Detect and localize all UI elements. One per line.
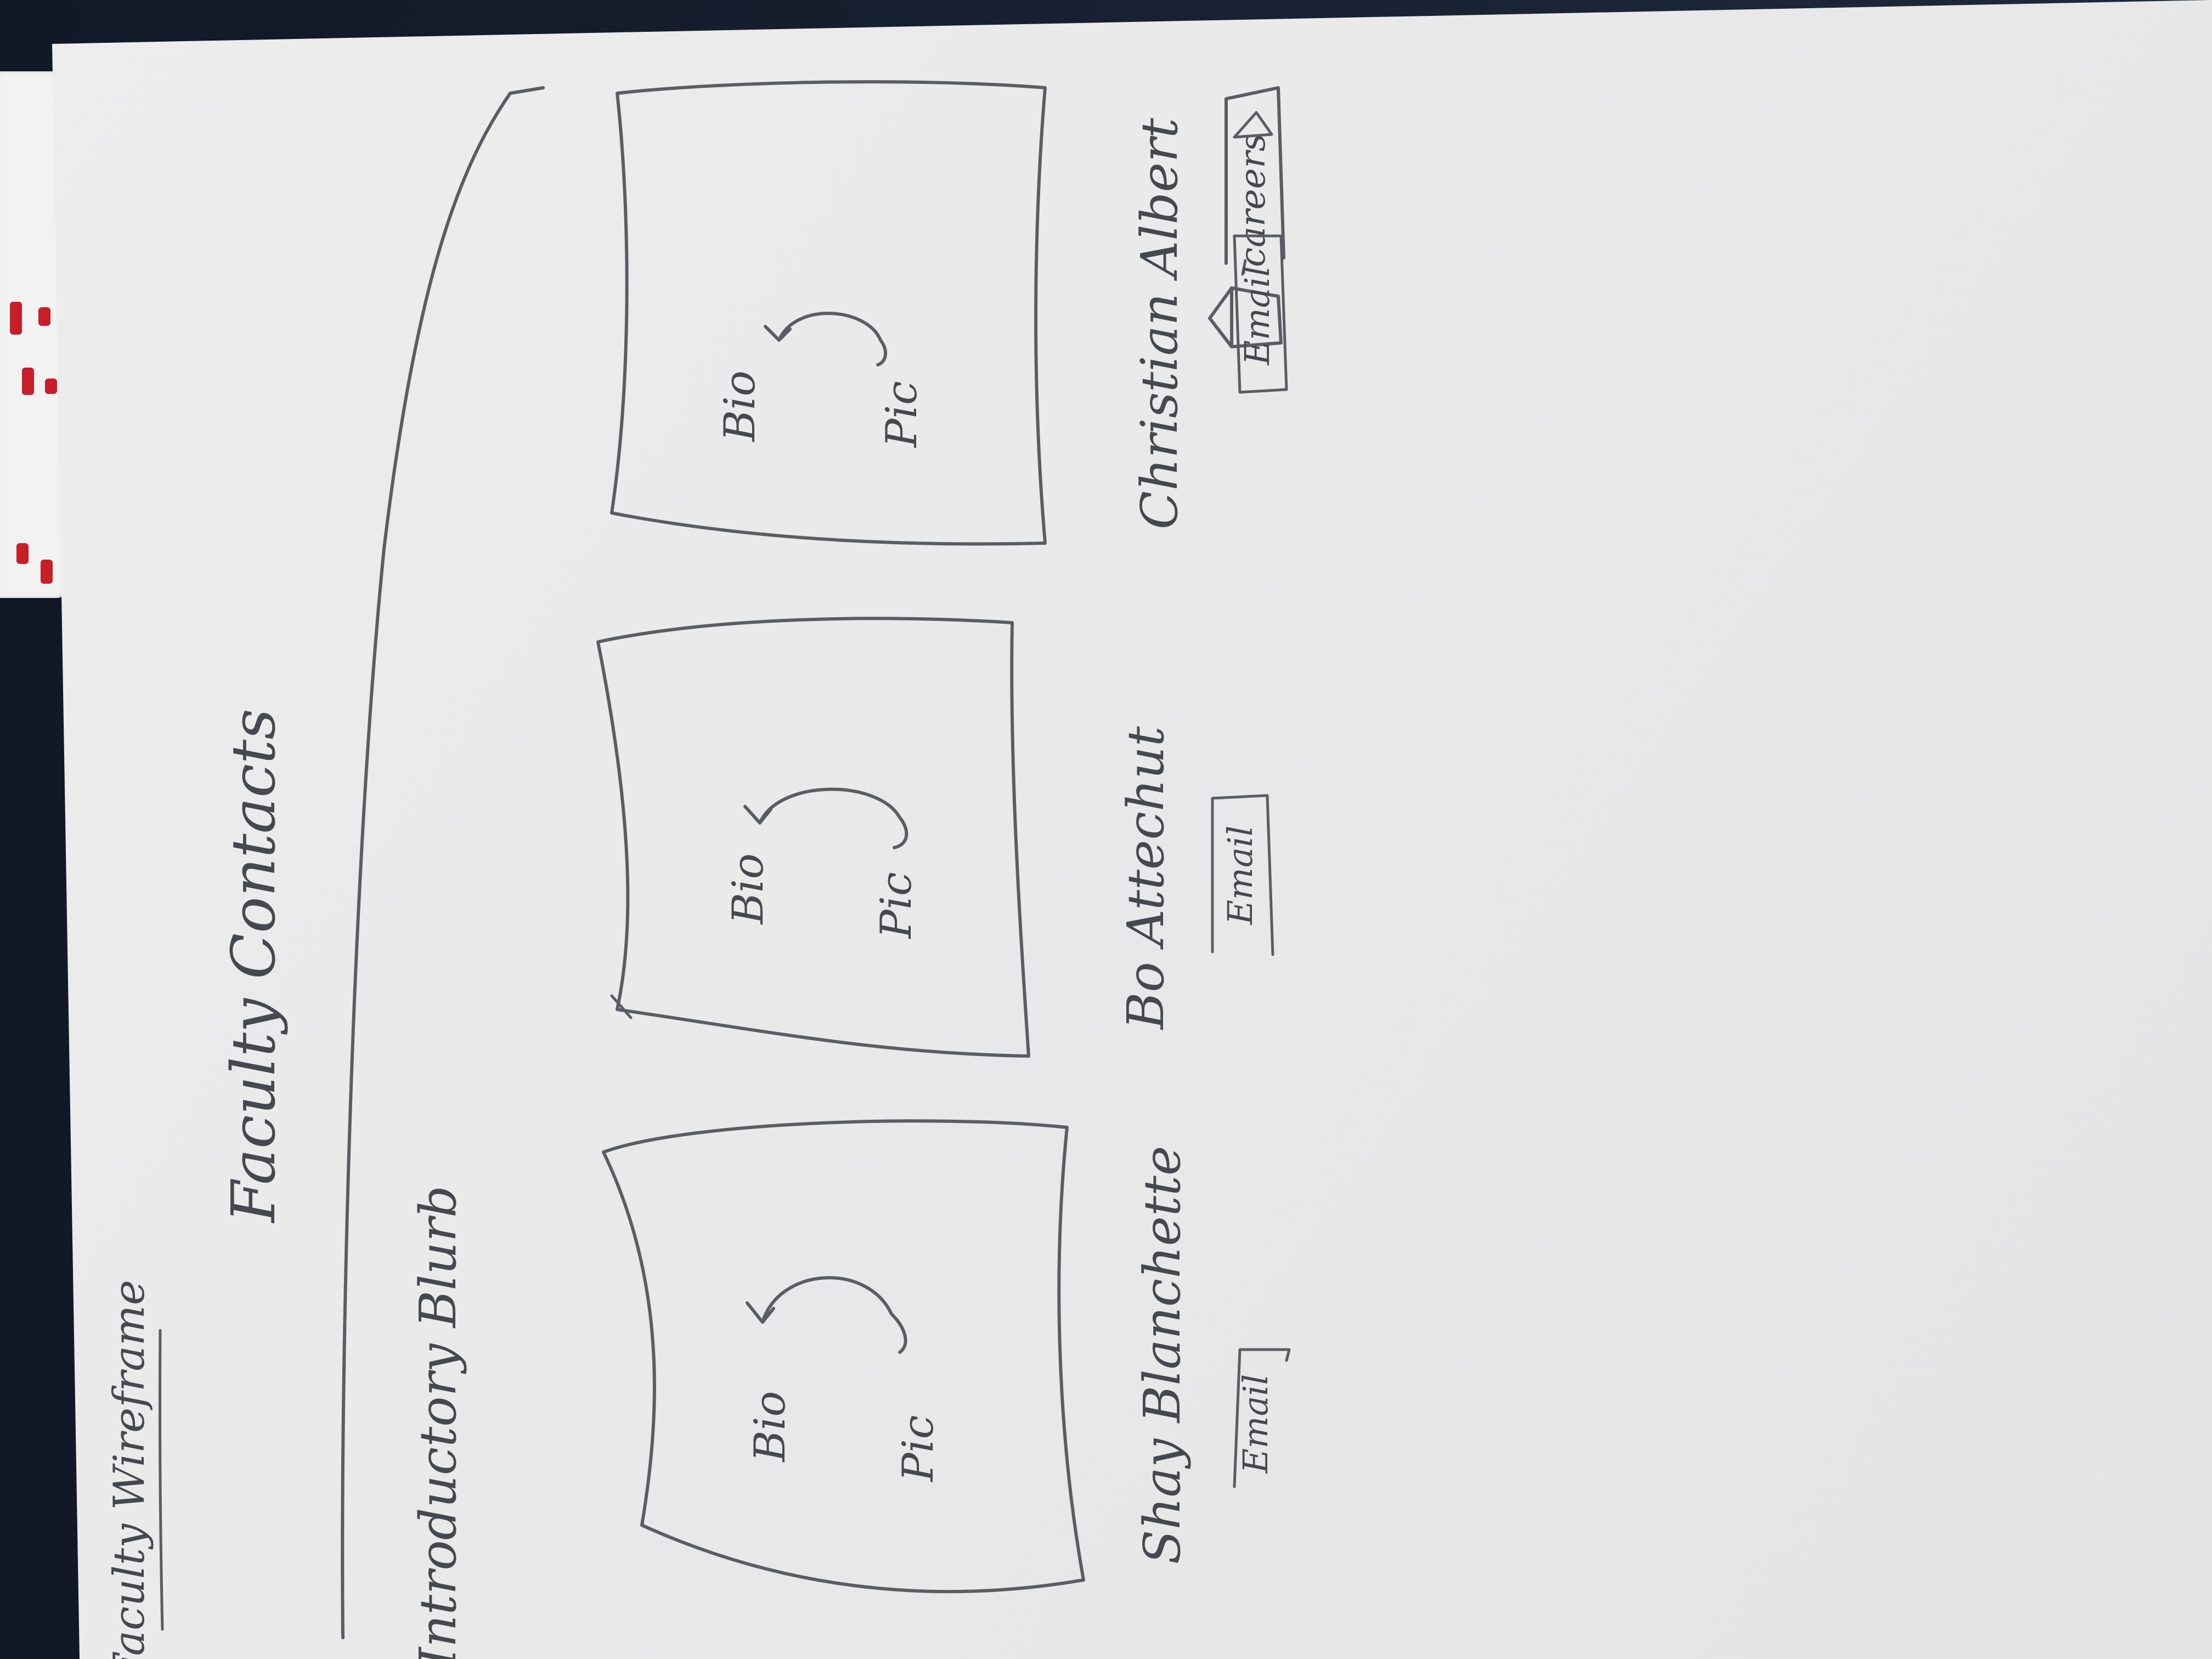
card-3-email-label: Email (1237, 266, 1277, 366)
home-icon[interactable] (1208, 286, 1283, 348)
card-2-name: Bo Attechut (1116, 726, 1175, 1030)
dropdown-label: careers (1233, 133, 1273, 267)
faculty-card-1: Bio Pic (602, 1119, 1085, 1594)
card-2-bio-label: Bio (724, 853, 773, 925)
paper-sheet (52, 0, 2212, 1659)
card-3-name: Christian Albert (1130, 117, 1189, 529)
header-separator (341, 86, 545, 1639)
triangle-down-icon (1233, 111, 1273, 139)
faculty-card-3: Bio Pic (610, 80, 1047, 546)
card-2-email-label: Email (1220, 826, 1260, 926)
wireframe-title: Faculty Wireframe (105, 1280, 154, 1659)
page-heading: Faculty Contacts (218, 709, 289, 1224)
title-underline (159, 1329, 164, 1631)
card-2-flip-arrow (743, 787, 909, 849)
card-2-email-button[interactable]: Email (1211, 794, 1274, 956)
card-3-frame (610, 80, 1047, 546)
card-3-email-button[interactable]: Email (1233, 234, 1288, 394)
card-1-frame (602, 1119, 1085, 1594)
card-3-flip-arrow (764, 312, 887, 366)
faculty-card-2: Bio Pic (596, 617, 1030, 1058)
card-1-name: Shay Blanchette (1133, 1146, 1192, 1564)
card-1-email-label: Email (1235, 1374, 1276, 1474)
card-2-frame (596, 617, 1030, 1058)
card-2-pic-label: Pic (872, 872, 921, 939)
card-1-email-button[interactable]: Email (1233, 1348, 1291, 1488)
card-1-bio-label: Bio (746, 1391, 795, 1463)
card-1-flip-arrow (746, 1276, 907, 1354)
careers-dropdown[interactable]: careers (1224, 86, 1285, 276)
card-1-pic-label: Pic (894, 1415, 943, 1482)
intro-blurb: Introductory Blurb (409, 1186, 467, 1659)
card-3-bio-label: Bio (715, 370, 765, 442)
card-3-pic-label: Pic (877, 381, 927, 448)
